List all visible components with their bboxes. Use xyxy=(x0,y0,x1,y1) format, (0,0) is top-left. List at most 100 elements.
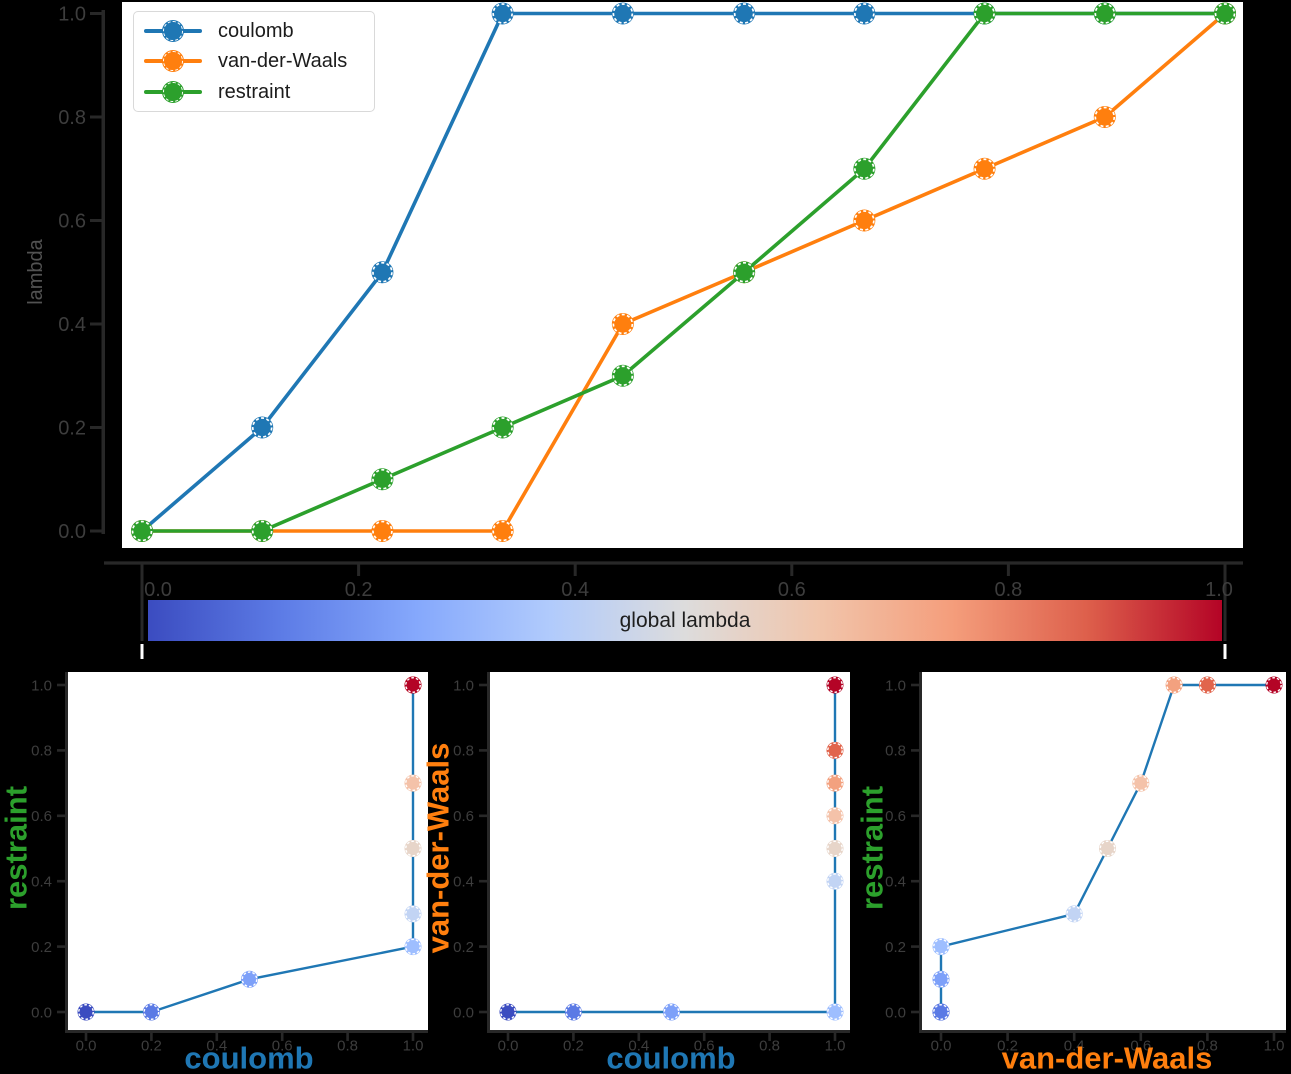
marker-edge xyxy=(1199,677,1216,693)
x-tick-label: 1.0 xyxy=(1205,579,1233,601)
legend-label: van-der-Waals xyxy=(218,50,348,73)
y-tick-label: 0.6 xyxy=(31,808,52,825)
y-tick-label: 0.8 xyxy=(58,107,86,129)
scatter-point xyxy=(1065,905,1083,923)
scatter-point xyxy=(932,970,950,988)
marker-edge xyxy=(372,520,393,542)
y-tick-label: 1.0 xyxy=(58,4,86,26)
scatter-point xyxy=(77,1003,95,1021)
data-point-restraint xyxy=(611,364,634,387)
x-tick-label: 0.8 xyxy=(759,1037,780,1054)
y-tick-label: 0.0 xyxy=(453,1004,474,1021)
marker-edge xyxy=(241,971,258,988)
scatter-point xyxy=(404,840,422,857)
marker-edge xyxy=(1094,106,1116,128)
scatter-point xyxy=(826,807,844,825)
data-point-van-der-Waals xyxy=(611,313,634,335)
marker-edge xyxy=(565,1004,582,1020)
data-point-restraint xyxy=(371,468,394,491)
y-tick-label: 0.8 xyxy=(31,743,52,760)
marker-edge xyxy=(827,840,843,857)
scatter-point xyxy=(826,872,844,890)
subplot-line-restraint-vs-coulomb xyxy=(84,683,415,1014)
data-point-coulomb xyxy=(611,2,634,25)
scatter-point xyxy=(826,741,844,759)
subplot-left-spine xyxy=(919,672,922,1030)
scatter-point xyxy=(499,1003,517,1021)
scatter-point xyxy=(1165,676,1183,694)
marker-edge xyxy=(492,417,513,438)
main-ylabel: lambda xyxy=(25,239,47,305)
scatter-point xyxy=(404,676,422,694)
subplot-bottom-spine xyxy=(65,1030,428,1033)
scatter-point xyxy=(404,938,422,956)
marker-edge xyxy=(372,468,393,490)
y-tick-label: 0.2 xyxy=(453,939,474,956)
marker-edge xyxy=(933,971,949,988)
data-point-restraint xyxy=(1214,2,1236,25)
x-tick-label: 0.6 xyxy=(272,1037,293,1054)
y-tick-label: 0.2 xyxy=(885,939,906,956)
legend-marker-van-der-waals xyxy=(144,48,202,74)
marker-edge xyxy=(854,3,875,24)
legend-entry-restraint: restraint xyxy=(144,77,366,107)
marker-edge xyxy=(1094,3,1116,24)
x-tick-label: 0.0 xyxy=(76,1037,97,1054)
marker-edge xyxy=(827,873,843,890)
marker-edge xyxy=(733,3,755,24)
marker-edge xyxy=(933,938,949,955)
marker-edge xyxy=(827,1004,843,1020)
marker-edge xyxy=(1214,3,1236,24)
scatter-point xyxy=(932,1003,950,1021)
x-tick-label: 0.2 xyxy=(997,1037,1018,1054)
subplot-area-restraint-vs-coulomb xyxy=(68,672,428,1030)
marker-edge xyxy=(78,1004,94,1020)
subplot1-xlabel: coulomb xyxy=(184,1040,314,1074)
marker-edge xyxy=(1099,840,1116,857)
data-point-coulomb xyxy=(251,416,274,439)
x-tick-label: 1.0 xyxy=(1264,1037,1285,1054)
marker-edge xyxy=(372,261,393,283)
legend-marker-coulomb xyxy=(144,18,202,44)
legend-marker-restraint xyxy=(144,79,202,105)
data-point-coulomb xyxy=(733,2,756,25)
x-tick-label: 0.2 xyxy=(563,1037,584,1054)
scatter-point xyxy=(404,774,422,792)
y-tick-label: 0.4 xyxy=(58,314,86,336)
scatter-point xyxy=(1099,840,1116,857)
x-tick-label: 0.0 xyxy=(931,1037,952,1054)
subplot-left-spine xyxy=(65,672,68,1030)
y-tick-label: 0.2 xyxy=(31,939,52,956)
marker-edge xyxy=(974,3,995,24)
y-tick-label: 1.0 xyxy=(885,677,906,694)
x-tick-label: 0.8 xyxy=(994,579,1022,601)
data-point-van-der-Waals xyxy=(973,157,996,180)
data-point-restraint xyxy=(1093,2,1116,25)
x-tick-label: 0.6 xyxy=(1130,1037,1151,1054)
x-tick-label: 0.2 xyxy=(345,579,373,601)
data-point-restraint xyxy=(251,520,274,542)
marker-edge xyxy=(1166,677,1183,693)
legend-entry-coulomb: coulomb xyxy=(144,16,366,46)
scatter-point xyxy=(1265,676,1283,694)
scatter-point xyxy=(826,1003,844,1021)
scatter-point xyxy=(1198,676,1216,694)
marker-edge xyxy=(405,775,421,792)
x-tick-label: 1.0 xyxy=(825,1037,846,1054)
scatter-point xyxy=(404,905,422,923)
legend-label: restraint xyxy=(218,80,291,103)
scatter-point xyxy=(142,1003,160,1021)
x-tick-label: 0.0 xyxy=(144,579,172,601)
legend: coulomb van-der-Waals restraint xyxy=(133,11,375,112)
marker-edge xyxy=(492,3,513,24)
data-point-coulomb xyxy=(853,2,876,25)
subplot2-ylabel: van-der-Waals xyxy=(420,742,456,954)
subplot-line-vdw-vs-coulomb xyxy=(506,683,837,1014)
marker-edge xyxy=(612,313,634,335)
scatter-point xyxy=(932,938,950,956)
y-tick-label: 1.0 xyxy=(31,677,52,694)
marker-edge xyxy=(405,938,421,955)
data-point-van-der-Waals xyxy=(491,520,514,542)
